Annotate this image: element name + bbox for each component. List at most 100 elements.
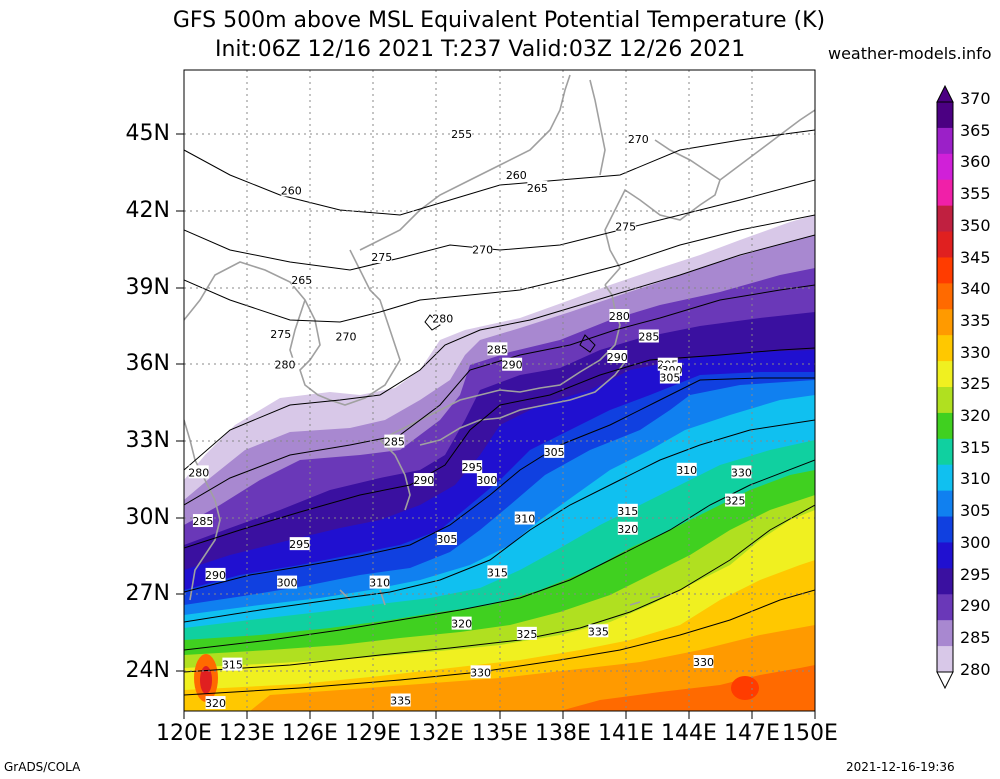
contour-label-text: 285 [192, 515, 213, 528]
colorbar-swatch [937, 335, 953, 362]
lat-label-33n: 33N [125, 428, 170, 453]
contour-label-text: 300 [277, 577, 298, 590]
colorbar-label: 280 [960, 659, 991, 679]
contour-label: 265 [291, 273, 312, 287]
coast-islands-south [339, 589, 661, 606]
coast-sakhalin [589, 79, 606, 176]
contour-label: 330 [731, 465, 752, 479]
contour-label-text: 295 [289, 538, 310, 551]
colorbar-swatch [937, 490, 953, 518]
colorbar-label: 345 [960, 247, 991, 267]
contour-label: 335 [390, 693, 411, 707]
coast-japan-south [379, 361, 626, 511]
graticule [184, 70, 815, 711]
colorbar-swatch [937, 231, 953, 258]
contour-label-text: 335 [390, 694, 411, 707]
contour-label-text: 315 [617, 505, 638, 518]
colorbar-label: 360 [960, 152, 991, 172]
colorbar-swatch [937, 283, 953, 310]
contour-label-text: 280 [432, 313, 453, 326]
contour-label: 335 [588, 624, 609, 638]
coast-china-korea [184, 249, 401, 406]
colorbar-label: 315 [960, 437, 991, 457]
colorbar-min-arrow [936, 671, 954, 690]
lon-label-138e: 138E [535, 721, 591, 746]
contour-label: 310 [676, 462, 697, 477]
coast-china-south [184, 419, 221, 601]
contour-label-text: 290 [205, 569, 226, 582]
site-credit[interactable]: weather-models.info [828, 44, 992, 63]
footer-timestamp: 2021-12-16-19:36 [846, 760, 955, 774]
contour-label: 290 [205, 567, 226, 582]
contour-label-text: 275 [615, 220, 636, 233]
contour-label: 285 [192, 514, 213, 528]
contour-label-text: 285 [487, 343, 508, 356]
lon-label-144e: 144E [661, 721, 717, 746]
lon-label-150e: 150E [782, 721, 838, 746]
contour-label: 260 [281, 183, 302, 197]
contour-label-text: 305 [436, 533, 457, 546]
colorbar-label: 290 [960, 596, 991, 616]
contour-label-text: 280 [274, 359, 295, 372]
colorbar-swatch [937, 542, 953, 569]
contour-label-text: 275 [371, 251, 392, 264]
lat-label-30n: 30N [125, 505, 170, 530]
colorbar-label: 300 [960, 532, 991, 552]
contour-label: 315 [617, 503, 638, 518]
contour-label: 295 [289, 537, 310, 551]
contour-label: 255 [451, 127, 472, 141]
contour-label-text: 305 [544, 446, 565, 459]
contour-label: 280 [609, 308, 630, 323]
contour-label-text: 325 [725, 495, 746, 508]
lat-label-27n: 27N [125, 581, 170, 606]
contour-label-text: 320 [205, 697, 226, 710]
contour-label: 285 [638, 329, 659, 344]
contour-label-text: 325 [516, 628, 537, 641]
contour-label: 280 [274, 357, 295, 372]
colorbar-label: 350 [960, 215, 991, 235]
contour-label: 330 [693, 655, 714, 669]
contour-label: 320 [451, 616, 472, 631]
contour-label: 305 [659, 370, 680, 385]
lon-label-147e: 147E [724, 721, 780, 746]
band-350 [560, 665, 815, 711]
colorbar-swatch [937, 361, 953, 388]
contour-label: 300 [476, 473, 497, 487]
band-345 [250, 625, 815, 711]
contour-label-text: 310 [676, 464, 697, 477]
map-title-line1: GFS 500m above MSL Equivalent Potential … [172, 8, 826, 33]
contour-label: 330 [470, 665, 491, 679]
contour-label: 270 [472, 242, 493, 256]
contour-label: 285 [384, 434, 405, 449]
contour-label: 270 [335, 329, 356, 344]
map-title-line2: Init:06Z 12/16 2021 T:237 Valid:03Z 12/2… [215, 37, 746, 62]
contour-label-text: 310 [369, 577, 390, 590]
contour-label: 320 [205, 696, 226, 710]
contour-label-text: 280 [188, 466, 209, 479]
contour-label-text: 320 [451, 618, 472, 631]
contour-label: 315 [487, 565, 508, 579]
contour-label-text: 315 [222, 659, 243, 672]
contour-label: 325 [725, 493, 746, 508]
coast-korea-west [289, 299, 306, 366]
contour-label-text: 260 [281, 184, 302, 197]
contour-label: 295 [462, 460, 483, 474]
contour-label-text: 290 [502, 359, 523, 372]
contour-label-text: 270 [628, 133, 649, 146]
colorbar [936, 84, 954, 690]
contour-label-text: 290 [607, 351, 628, 364]
axis-ticks [176, 133, 816, 719]
contour-label-text: 330 [731, 466, 752, 479]
contour-label-text: 300 [476, 474, 497, 487]
contour-label-text: 290 [413, 474, 434, 487]
colorbar-label: 335 [960, 310, 991, 330]
contour-label: 290 [413, 473, 434, 487]
contour-label: 305 [544, 444, 565, 459]
colorbar-swatch [937, 153, 953, 181]
contour-label: 290 [502, 357, 523, 372]
colorbar-label: 370 [960, 89, 991, 108]
contour-label-text: 280 [609, 310, 630, 323]
footer-software: GrADS/COLA [4, 760, 81, 774]
contour-label: 275 [615, 219, 636, 233]
contour-label: 275 [371, 250, 392, 264]
